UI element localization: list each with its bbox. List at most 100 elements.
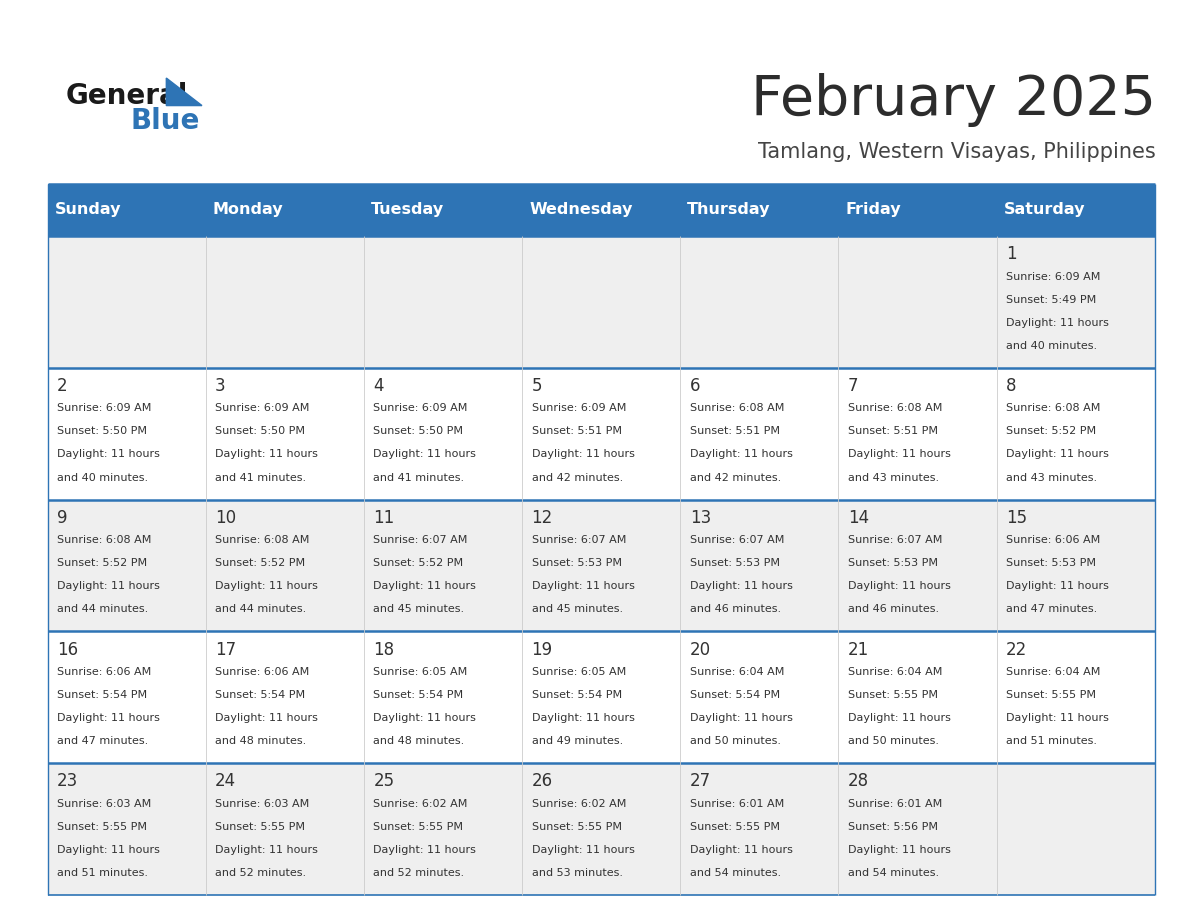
Text: Daylight: 11 hours: Daylight: 11 hours	[848, 450, 950, 460]
Text: Sunset: 5:55 PM: Sunset: 5:55 PM	[215, 822, 305, 832]
Text: Daylight: 11 hours: Daylight: 11 hours	[531, 713, 634, 723]
Text: Saturday: Saturday	[1004, 202, 1085, 218]
Text: Daylight: 11 hours: Daylight: 11 hours	[848, 713, 950, 723]
Text: Daylight: 11 hours: Daylight: 11 hours	[373, 581, 476, 591]
Text: and 50 minutes.: and 50 minutes.	[690, 736, 781, 746]
Text: Daylight: 11 hours: Daylight: 11 hours	[215, 450, 318, 460]
Text: 19: 19	[531, 641, 552, 658]
Text: and 53 minutes.: and 53 minutes.	[531, 868, 623, 878]
Text: Sunrise: 6:07 AM: Sunrise: 6:07 AM	[690, 535, 784, 545]
Text: Daylight: 11 hours: Daylight: 11 hours	[215, 581, 318, 591]
Text: 27: 27	[690, 772, 710, 790]
Text: and 44 minutes.: and 44 minutes.	[215, 604, 307, 614]
Text: Daylight: 11 hours: Daylight: 11 hours	[373, 845, 476, 855]
Text: Sunset: 5:55 PM: Sunset: 5:55 PM	[531, 822, 621, 832]
Text: Daylight: 11 hours: Daylight: 11 hours	[215, 845, 318, 855]
Text: and 41 minutes.: and 41 minutes.	[215, 473, 307, 483]
Text: 28: 28	[848, 772, 868, 790]
Text: Sunrise: 6:04 AM: Sunrise: 6:04 AM	[848, 667, 942, 677]
Text: Sunrise: 6:02 AM: Sunrise: 6:02 AM	[373, 799, 468, 809]
Text: and 50 minutes.: and 50 minutes.	[848, 736, 939, 746]
Text: 6: 6	[690, 377, 700, 395]
Text: 25: 25	[373, 772, 394, 790]
Text: Sunset: 5:55 PM: Sunset: 5:55 PM	[690, 822, 779, 832]
Text: Sunset: 5:52 PM: Sunset: 5:52 PM	[57, 558, 147, 568]
Text: Sunday: Sunday	[55, 202, 121, 218]
Text: Blue: Blue	[131, 106, 200, 135]
Text: Sunrise: 6:08 AM: Sunrise: 6:08 AM	[690, 403, 784, 413]
Text: Sunset: 5:55 PM: Sunset: 5:55 PM	[848, 690, 937, 700]
Text: Sunrise: 6:08 AM: Sunrise: 6:08 AM	[215, 535, 310, 545]
Text: Daylight: 11 hours: Daylight: 11 hours	[690, 450, 792, 460]
Text: Sunrise: 6:02 AM: Sunrise: 6:02 AM	[531, 799, 626, 809]
Text: Sunrise: 6:08 AM: Sunrise: 6:08 AM	[57, 535, 151, 545]
Text: Daylight: 11 hours: Daylight: 11 hours	[373, 713, 476, 723]
Text: Sunrise: 6:08 AM: Sunrise: 6:08 AM	[1006, 403, 1100, 413]
Text: Sunset: 5:53 PM: Sunset: 5:53 PM	[848, 558, 937, 568]
Text: Daylight: 11 hours: Daylight: 11 hours	[531, 845, 634, 855]
Text: Daylight: 11 hours: Daylight: 11 hours	[57, 450, 160, 460]
Text: Sunrise: 6:09 AM: Sunrise: 6:09 AM	[57, 403, 151, 413]
Text: Daylight: 11 hours: Daylight: 11 hours	[848, 581, 950, 591]
Text: Sunrise: 6:07 AM: Sunrise: 6:07 AM	[848, 535, 942, 545]
Text: 24: 24	[215, 772, 236, 790]
Text: General: General	[65, 82, 188, 110]
Text: Sunrise: 6:04 AM: Sunrise: 6:04 AM	[690, 667, 784, 677]
Text: Sunrise: 6:05 AM: Sunrise: 6:05 AM	[531, 667, 626, 677]
Text: Daylight: 11 hours: Daylight: 11 hours	[1006, 318, 1108, 328]
Text: Sunset: 5:55 PM: Sunset: 5:55 PM	[57, 822, 147, 832]
Text: Daylight: 11 hours: Daylight: 11 hours	[1006, 581, 1108, 591]
Text: 3: 3	[215, 377, 226, 395]
Text: Daylight: 11 hours: Daylight: 11 hours	[373, 450, 476, 460]
Text: Sunset: 5:53 PM: Sunset: 5:53 PM	[690, 558, 779, 568]
Text: Daylight: 11 hours: Daylight: 11 hours	[1006, 713, 1108, 723]
Text: Sunrise: 6:09 AM: Sunrise: 6:09 AM	[1006, 272, 1100, 282]
Text: Sunset: 5:51 PM: Sunset: 5:51 PM	[690, 427, 779, 436]
Text: Sunrise: 6:09 AM: Sunrise: 6:09 AM	[215, 403, 310, 413]
Text: Sunset: 5:54 PM: Sunset: 5:54 PM	[373, 690, 463, 700]
Text: Daylight: 11 hours: Daylight: 11 hours	[57, 713, 160, 723]
Text: 10: 10	[215, 509, 236, 527]
Text: Sunset: 5:49 PM: Sunset: 5:49 PM	[1006, 295, 1097, 305]
Text: Monday: Monday	[213, 202, 284, 218]
Text: Sunset: 5:53 PM: Sunset: 5:53 PM	[531, 558, 621, 568]
Text: and 43 minutes.: and 43 minutes.	[848, 473, 939, 483]
Text: Sunrise: 6:06 AM: Sunrise: 6:06 AM	[57, 667, 151, 677]
Text: Sunrise: 6:03 AM: Sunrise: 6:03 AM	[57, 799, 151, 809]
Text: Daylight: 11 hours: Daylight: 11 hours	[57, 581, 160, 591]
Text: Sunrise: 6:07 AM: Sunrise: 6:07 AM	[531, 535, 626, 545]
Text: Sunset: 5:50 PM: Sunset: 5:50 PM	[373, 427, 463, 436]
Text: Daylight: 11 hours: Daylight: 11 hours	[215, 713, 318, 723]
Text: Daylight: 11 hours: Daylight: 11 hours	[690, 581, 792, 591]
Text: Tuesday: Tuesday	[371, 202, 444, 218]
Text: Sunset: 5:54 PM: Sunset: 5:54 PM	[57, 690, 147, 700]
Text: Sunset: 5:55 PM: Sunset: 5:55 PM	[373, 822, 463, 832]
Text: and 46 minutes.: and 46 minutes.	[848, 604, 939, 614]
Text: Sunrise: 6:01 AM: Sunrise: 6:01 AM	[848, 799, 942, 809]
Text: Thursday: Thursday	[688, 202, 771, 218]
Text: Sunset: 5:54 PM: Sunset: 5:54 PM	[215, 690, 305, 700]
Text: Sunrise: 6:07 AM: Sunrise: 6:07 AM	[373, 535, 468, 545]
Text: and 42 minutes.: and 42 minutes.	[531, 473, 623, 483]
Text: and 52 minutes.: and 52 minutes.	[373, 868, 465, 878]
Text: and 46 minutes.: and 46 minutes.	[690, 604, 781, 614]
Text: 13: 13	[690, 509, 710, 527]
Text: Sunrise: 6:04 AM: Sunrise: 6:04 AM	[1006, 667, 1100, 677]
Text: and 40 minutes.: and 40 minutes.	[1006, 341, 1098, 351]
Text: 4: 4	[373, 377, 384, 395]
Text: Wednesday: Wednesday	[529, 202, 632, 218]
Text: 7: 7	[848, 377, 859, 395]
Text: and 40 minutes.: and 40 minutes.	[57, 473, 148, 483]
Text: 18: 18	[373, 641, 394, 658]
Text: Daylight: 11 hours: Daylight: 11 hours	[690, 713, 792, 723]
Text: 22: 22	[1006, 641, 1028, 658]
Text: Sunrise: 6:09 AM: Sunrise: 6:09 AM	[373, 403, 468, 413]
Text: Daylight: 11 hours: Daylight: 11 hours	[531, 450, 634, 460]
Text: Sunset: 5:50 PM: Sunset: 5:50 PM	[57, 427, 147, 436]
Text: and 49 minutes.: and 49 minutes.	[531, 736, 623, 746]
Text: Daylight: 11 hours: Daylight: 11 hours	[848, 845, 950, 855]
Text: 21: 21	[848, 641, 870, 658]
Text: 8: 8	[1006, 377, 1017, 395]
Text: February 2025: February 2025	[751, 73, 1156, 128]
Text: Sunset: 5:51 PM: Sunset: 5:51 PM	[848, 427, 937, 436]
